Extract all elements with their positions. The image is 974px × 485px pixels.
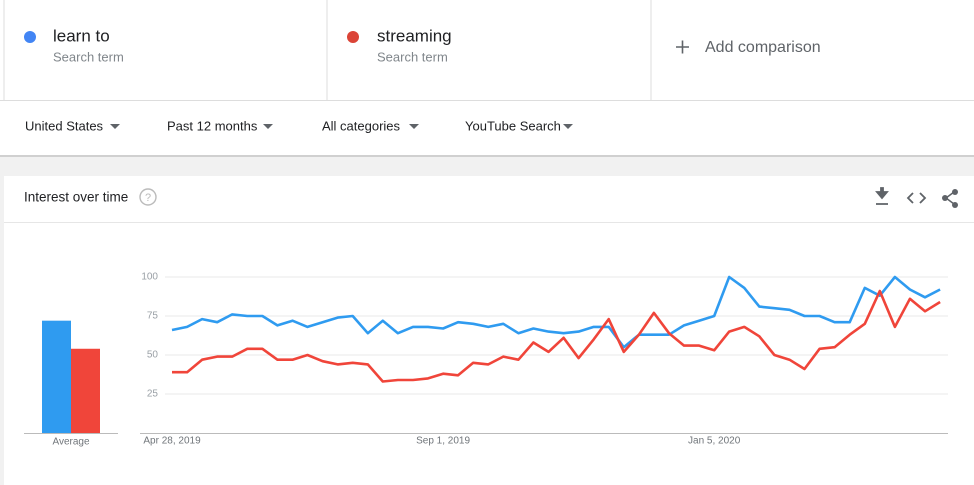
term-subtitle: Search term <box>53 49 124 64</box>
terms-bar <box>0 0 974 100</box>
help-circle <box>139 188 157 206</box>
share-glyph <box>952 202 958 208</box>
term-name: learn to <box>53 26 110 45</box>
dropdown-arrow <box>563 124 573 129</box>
filter[interactable]: All categories <box>322 118 419 133</box>
filter[interactable]: YouTube Search <box>465 118 573 133</box>
legend-dot <box>347 31 359 43</box>
average-bar <box>42 320 71 433</box>
dropdown-arrow <box>263 124 273 129</box>
average-label: Average <box>52 437 90 448</box>
help-mark: ? <box>145 192 151 204</box>
share-glyph <box>942 195 948 201</box>
plus-icon <box>676 40 689 54</box>
filter-label: Past 12 months <box>167 118 258 133</box>
filter-bar <box>0 100 974 155</box>
filter-label: United States <box>25 118 104 133</box>
legend-dot <box>24 31 36 43</box>
share-icon[interactable] <box>942 189 958 208</box>
filter-label: All categories <box>322 118 401 133</box>
embed-glyph <box>906 192 927 204</box>
share-glyph <box>952 189 958 195</box>
embed-icon[interactable] <box>906 192 927 204</box>
shadow <box>0 155 974 157</box>
chart-title: Interest over time <box>24 190 128 205</box>
filter[interactable]: Past 12 months <box>167 118 273 133</box>
download-icon[interactable] <box>875 187 889 205</box>
series-line <box>171 275 941 349</box>
filter-label: YouTube Search <box>465 118 561 133</box>
series-line <box>172 289 941 383</box>
y-tick-label: 50 <box>147 350 159 361</box>
add-comparison-label: Add comparison <box>705 39 821 56</box>
x-tick-label: Jan 5, 2020 <box>688 436 741 447</box>
y-tick-label: 100 <box>141 272 158 283</box>
term-subtitle: Search term <box>377 49 448 64</box>
download-glyph <box>875 187 889 205</box>
filter[interactable]: United States <box>25 118 120 133</box>
term-card[interactable]: learn to Search term <box>24 26 124 64</box>
dropdown-arrow <box>110 124 120 129</box>
y-tick-label: 25 <box>147 389 159 400</box>
x-tick-label: Sep 1, 2019 <box>416 436 470 447</box>
help-icon[interactable]: ? <box>139 188 157 206</box>
dropdown-arrow <box>409 124 419 129</box>
term-card[interactable]: streaming Search term <box>347 26 452 64</box>
y-tick-label: 75 <box>147 311 159 322</box>
average-bar <box>71 348 100 433</box>
term-name: streaming <box>377 26 452 45</box>
x-tick-label: Apr 28, 2019 <box>143 436 201 447</box>
add-comparison[interactable]: Add comparison <box>676 39 821 56</box>
